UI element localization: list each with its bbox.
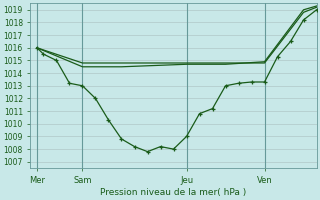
- X-axis label: Pression niveau de la mer( hPa ): Pression niveau de la mer( hPa ): [100, 188, 247, 197]
